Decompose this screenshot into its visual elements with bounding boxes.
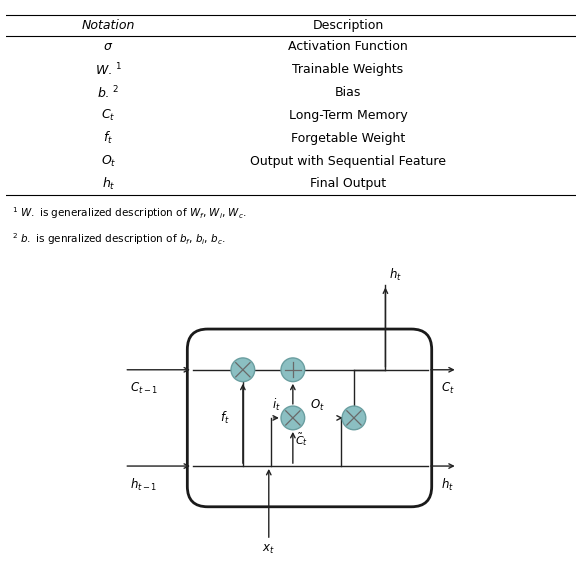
Text: Trainable Weights: Trainable Weights (293, 63, 403, 76)
Text: $\sigma$: $\sigma$ (104, 40, 113, 53)
Text: $h_t$: $h_t$ (102, 176, 115, 192)
Text: $^2$ $b.$ is genralized description of $b_f$, $b_i$, $b_c$.: $^2$ $b.$ is genralized description of $… (12, 231, 225, 247)
Text: $f_t$: $f_t$ (220, 410, 230, 426)
Circle shape (281, 358, 305, 382)
Text: $\tilde{C}_t$: $\tilde{C}_t$ (294, 431, 308, 448)
Text: Output with Sequential Feature: Output with Sequential Feature (250, 154, 446, 168)
Text: Activation Function: Activation Function (288, 40, 408, 53)
Text: Bias: Bias (335, 86, 361, 99)
Text: $f_t$: $f_t$ (104, 130, 113, 147)
FancyBboxPatch shape (187, 329, 432, 507)
Text: $C_t$: $C_t$ (441, 381, 455, 396)
Text: $x_t$: $x_t$ (262, 543, 275, 556)
Circle shape (231, 358, 255, 382)
Circle shape (281, 406, 305, 430)
Text: Notation: Notation (82, 19, 135, 32)
Text: $b.^{\,2}$: $b.^{\,2}$ (97, 84, 120, 101)
Text: $O_t$: $O_t$ (310, 398, 324, 412)
Text: $h_t$: $h_t$ (441, 477, 454, 493)
Circle shape (342, 406, 366, 430)
Text: $C_{t-1}$: $C_{t-1}$ (130, 381, 158, 396)
Text: Final Output: Final Output (310, 177, 386, 190)
Text: Forgetable Weight: Forgetable Weight (291, 132, 405, 145)
Text: $O_t$: $O_t$ (101, 153, 116, 169)
Text: $C_t$: $C_t$ (101, 108, 116, 123)
Text: $^1$ $W.$ is generalized description of $W_f$, $W_i$, $W_c$.: $^1$ $W.$ is generalized description of … (12, 206, 246, 221)
Text: Long-Term Memory: Long-Term Memory (289, 109, 407, 122)
Text: $h_{t-1}$: $h_{t-1}$ (130, 477, 157, 493)
Text: $i_t$: $i_t$ (272, 397, 281, 413)
Text: $W.^{\,1}$: $W.^{\,1}$ (95, 61, 122, 78)
Text: $h_t$: $h_t$ (389, 266, 402, 283)
Text: Description: Description (313, 19, 384, 32)
